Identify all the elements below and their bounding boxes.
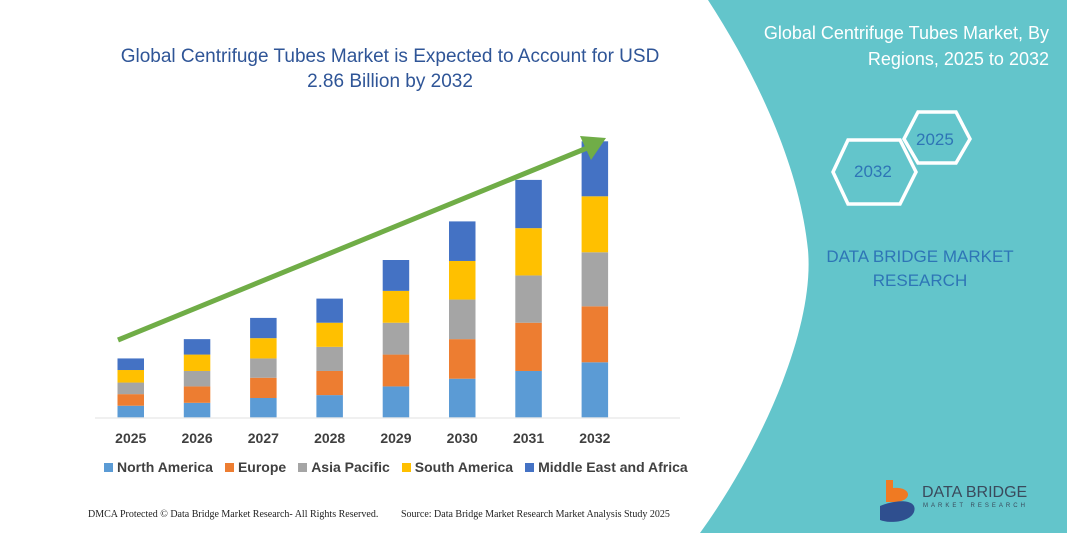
bar-2032-north-america bbox=[581, 362, 609, 418]
bar-2032-europe bbox=[581, 306, 609, 363]
side-panel bbox=[700, 0, 1067, 533]
bar-2029-middle-east-and-africa bbox=[382, 259, 410, 291]
bar-2027-middle-east-and-africa bbox=[250, 317, 277, 339]
x-tick-label: 2027 bbox=[248, 430, 279, 446]
legend-swatch bbox=[525, 462, 535, 472]
bar-2026-south-america bbox=[183, 354, 211, 371]
bar-2029-north-america bbox=[382, 386, 410, 418]
legend-label: Middle East and Africa bbox=[538, 459, 688, 475]
bar-2028-south-america bbox=[316, 322, 343, 347]
bar-2027-south-america bbox=[250, 338, 277, 359]
legend-swatch bbox=[104, 462, 113, 472]
legend-item: Asia Pacific bbox=[298, 459, 390, 475]
bar-2032-asia-pacific bbox=[581, 252, 609, 307]
bar-2030-south-america bbox=[449, 260, 476, 300]
bar-2030-europe bbox=[449, 339, 476, 379]
x-tick-label: 2028 bbox=[314, 430, 345, 446]
legend-item: South America bbox=[401, 459, 514, 475]
bar-2028-europe bbox=[316, 370, 343, 396]
bar-2031-south-america bbox=[515, 228, 542, 276]
bar-2029-south-america bbox=[382, 290, 410, 323]
bar-2025-asia-pacific bbox=[117, 382, 144, 395]
bar-2031-asia-pacific bbox=[515, 275, 542, 323]
chart-title: Global Centrifuge Tubes Market is Expect… bbox=[120, 46, 660, 92]
x-tick-label: 2026 bbox=[181, 430, 212, 446]
bar-2025-middle-east-and-africa bbox=[117, 358, 144, 371]
hexagon-2032 bbox=[831, 138, 918, 206]
bar-2031-north-america bbox=[515, 370, 542, 418]
logo-text: DATA BRIDGE bbox=[922, 484, 1028, 501]
trend-arrow bbox=[117, 136, 606, 343]
bar-2026-north-america bbox=[183, 402, 211, 418]
bar-2027-asia-pacific bbox=[250, 358, 277, 378]
legend-label: North America bbox=[117, 459, 213, 475]
bar-2026-europe bbox=[183, 386, 211, 403]
bar-2031-europe bbox=[515, 322, 542, 371]
hexagon-2025 bbox=[902, 110, 972, 165]
bars bbox=[117, 141, 609, 418]
bar-2028-middle-east-and-africa bbox=[316, 298, 343, 323]
bar-2030-north-america bbox=[449, 378, 476, 418]
legend-item: Europe bbox=[224, 459, 287, 475]
logo-subtext: MARKET RESEARCH bbox=[923, 503, 1028, 509]
bar-2029-europe bbox=[382, 354, 410, 387]
legend-item: North America bbox=[104, 459, 213, 475]
hex-label-2025: 2025 bbox=[916, 130, 954, 149]
x-tick-label: 2030 bbox=[447, 430, 478, 446]
legend-label: Asia Pacific bbox=[311, 459, 390, 475]
bar-2027-north-america bbox=[250, 397, 277, 418]
bar-2030-middle-east-and-africa bbox=[449, 221, 476, 261]
x-tick-label: 2031 bbox=[513, 430, 544, 446]
bar-2025-south-america bbox=[117, 370, 144, 383]
bar-2026-middle-east-and-africa bbox=[183, 339, 211, 355]
bar-2031-middle-east-and-africa bbox=[515, 179, 542, 229]
bar-2028-asia-pacific bbox=[316, 346, 343, 371]
logo-icon bbox=[880, 480, 915, 522]
footer-copyright: DMCA Protected © Data Bridge Market Rese… bbox=[88, 509, 379, 520]
legend-swatch bbox=[224, 462, 234, 472]
bar-2026-asia-pacific bbox=[183, 370, 211, 387]
footer-source: Source: Data Bridge Market Research Mark… bbox=[401, 509, 670, 520]
legend-label: South America bbox=[414, 459, 514, 475]
hex-label-2032: 2032 bbox=[854, 162, 892, 181]
x-axis-labels: 2025 2026 2027 2028 2029 2030 2031 2032 bbox=[115, 430, 610, 446]
x-tick-label: 2025 bbox=[115, 430, 146, 446]
bar-2029-asia-pacific bbox=[382, 322, 410, 355]
legend-swatch bbox=[401, 462, 411, 472]
bar-2025-europe bbox=[117, 394, 144, 406]
bar-2025-north-america bbox=[117, 405, 144, 418]
bar-2032-south-america bbox=[581, 196, 609, 253]
legend-item: Middle East and Africa bbox=[525, 459, 688, 475]
legend-swatch bbox=[298, 462, 308, 472]
side-panel-title: Global Centrifuge Tubes Market, By Regio… bbox=[763, 23, 1049, 69]
legend: North America Europe Asia Pacific South Ame… bbox=[104, 459, 688, 475]
x-tick-label: 2032 bbox=[579, 430, 610, 446]
x-tick-label: 2029 bbox=[380, 430, 411, 446]
bar-2028-north-america bbox=[316, 395, 343, 418]
legend-label: Europe bbox=[237, 459, 287, 475]
brand-text: DATA BRIDGE MARKET RESEARCH bbox=[826, 247, 1014, 290]
bar-2027-europe bbox=[250, 377, 277, 398]
bar-2030-asia-pacific bbox=[449, 299, 476, 340]
